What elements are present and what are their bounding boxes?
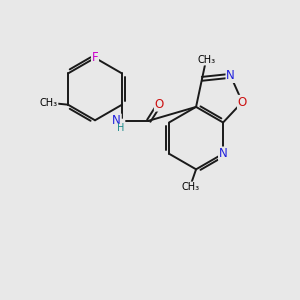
Text: O: O	[238, 95, 247, 109]
Text: CH₃: CH₃	[40, 98, 58, 108]
Text: O: O	[154, 98, 164, 111]
Text: CH₃: CH₃	[198, 55, 216, 65]
Text: N: N	[112, 114, 121, 127]
Text: F: F	[92, 51, 98, 64]
Text: CH₃: CH₃	[182, 182, 200, 192]
Text: N: N	[226, 69, 235, 82]
Text: H: H	[117, 123, 124, 133]
Text: N: N	[219, 147, 227, 160]
